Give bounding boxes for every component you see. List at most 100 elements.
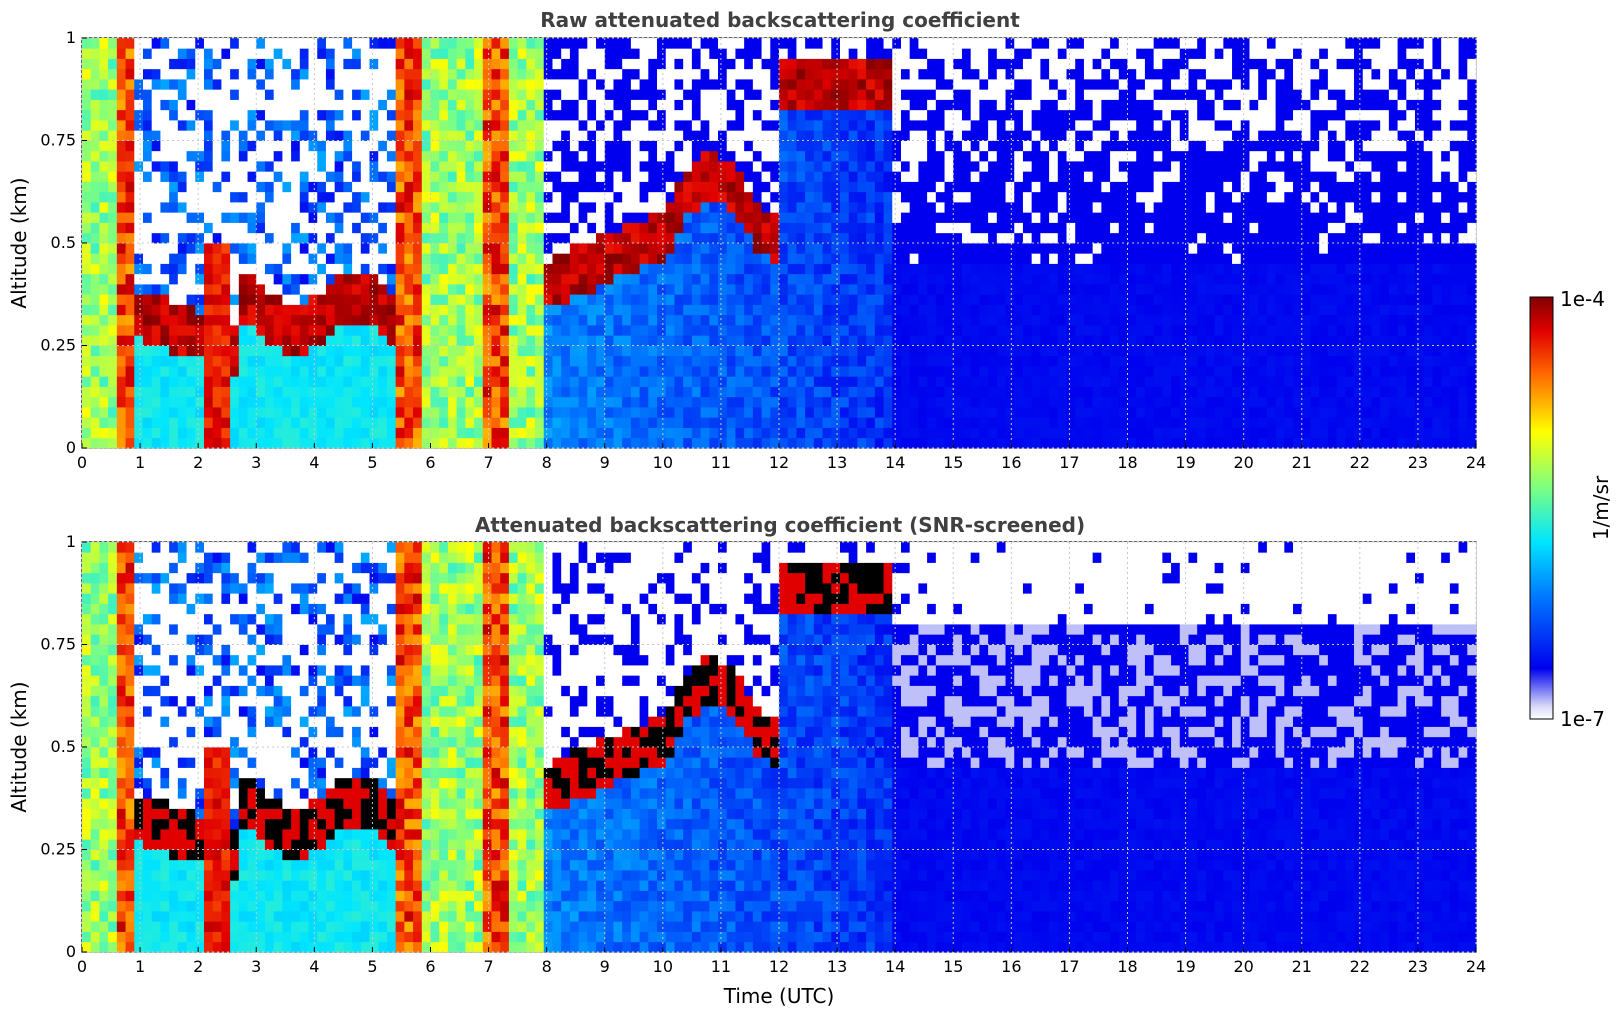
heatmap-cell (874, 407, 884, 418)
heatmap-cell (1110, 304, 1120, 316)
heatmap-cell (665, 396, 675, 408)
heatmap-cell (796, 232, 806, 244)
heatmap-cell (308, 355, 318, 367)
heatmap-cell (752, 437, 762, 449)
heatmap-cell (988, 191, 998, 203)
heatmap-cell (142, 273, 153, 285)
heatmap-cell (482, 130, 492, 141)
heatmap-cell (1118, 407, 1128, 418)
heatmap-cell (134, 232, 144, 244)
heatmap-cell (1110, 212, 1120, 223)
heatmap-cell (203, 253, 214, 264)
heatmap-cell (334, 232, 344, 244)
heatmap-cell (1127, 284, 1137, 295)
heatmap-cell (526, 150, 536, 162)
heatmap-cell (508, 243, 519, 254)
heatmap-cell (883, 366, 893, 377)
heatmap-cell (1092, 140, 1102, 152)
heatmap-cell (718, 89, 728, 100)
heatmap-cell (718, 437, 728, 449)
heatmap-cell (674, 263, 684, 275)
heatmap-cell (1083, 232, 1094, 244)
heatmap-cell (918, 427, 928, 439)
heatmap-cell (116, 304, 126, 316)
heatmap-cell (430, 222, 440, 234)
heatmap-cell (796, 191, 806, 203)
heatmap-cell (761, 263, 771, 275)
heatmap-cell (961, 294, 972, 305)
heatmap-cell (604, 202, 614, 213)
heatmap-cell (604, 38, 614, 49)
heatmap-cell (151, 325, 161, 336)
heatmap-cell (134, 253, 144, 264)
heatmap-cell (230, 417, 240, 428)
heatmap-cell (230, 150, 240, 162)
heatmap-cell (517, 181, 527, 193)
heatmap-cell (543, 109, 553, 121)
heatmap-cell (657, 386, 667, 398)
heatmap-cell (1075, 386, 1085, 398)
heatmap-cell (186, 417, 196, 428)
heatmap-cell (752, 263, 762, 275)
heatmap-cell (508, 171, 519, 182)
heatmap-cell (447, 366, 458, 377)
heatmap-cell (543, 212, 553, 223)
heatmap-cell (831, 407, 841, 418)
heatmap-cell (848, 58, 858, 70)
heatmap-cell (447, 427, 458, 439)
heatmap-cell (221, 304, 231, 316)
heatmap-cell (700, 273, 710, 285)
heatmap-cell (90, 437, 100, 449)
heatmap-cell (439, 366, 449, 377)
heatmap-cell (961, 171, 972, 182)
heatmap-cell (996, 130, 1006, 141)
heatmap-cell (674, 304, 684, 316)
heatmap-cell (752, 120, 762, 131)
heatmap-cell (1162, 161, 1172, 172)
heatmap-cell (805, 243, 815, 254)
heatmap-cell (961, 253, 972, 264)
heatmap-cell (456, 325, 466, 336)
heatmap-cell (604, 68, 614, 80)
heatmap-cell (212, 191, 222, 203)
heatmap-cell (221, 48, 231, 59)
heatmap-cell (552, 366, 562, 377)
heatmap-cell (944, 191, 954, 203)
heatmap-cell (735, 253, 745, 264)
heatmap-cell (979, 161, 989, 172)
heatmap-cell (543, 99, 553, 111)
heatmap-cell (430, 253, 440, 264)
heatmap-cell (761, 181, 771, 193)
heatmap-cell (474, 263, 484, 275)
heatmap-cell (360, 417, 370, 428)
heatmap-cell (1040, 396, 1050, 408)
heatmap-cell (369, 243, 379, 254)
heatmap-cell (1118, 304, 1128, 316)
heatmap-cell (325, 68, 336, 80)
heatmap-cell (291, 437, 301, 449)
heatmap-cell (1153, 294, 1163, 305)
heatmap-cell (195, 304, 205, 316)
heatmap-cell (744, 48, 754, 59)
heatmap-cell (674, 68, 684, 80)
heatmap-cell (535, 386, 545, 398)
heatmap-cell (1083, 181, 1094, 193)
heatmap-cell (657, 171, 667, 182)
heatmap-cell (386, 109, 397, 121)
heatmap-cell (378, 243, 388, 254)
heatmap-cell (839, 89, 850, 100)
heatmap-cell (1031, 284, 1041, 295)
heatmap-cell (770, 48, 780, 59)
heatmap-cell (552, 345, 562, 357)
heatmap-cell (918, 150, 928, 162)
heatmap-cell (1110, 68, 1120, 80)
heatmap-cell (596, 396, 606, 408)
heatmap-cell (648, 181, 658, 193)
heatmap-cell (264, 130, 275, 141)
heatmap-cell (604, 427, 614, 439)
heatmap-cell (1057, 212, 1067, 223)
heatmap-cell (90, 58, 100, 70)
heatmap-cell (613, 437, 623, 449)
heatmap-cell (90, 222, 100, 234)
heatmap-cell (604, 417, 614, 428)
